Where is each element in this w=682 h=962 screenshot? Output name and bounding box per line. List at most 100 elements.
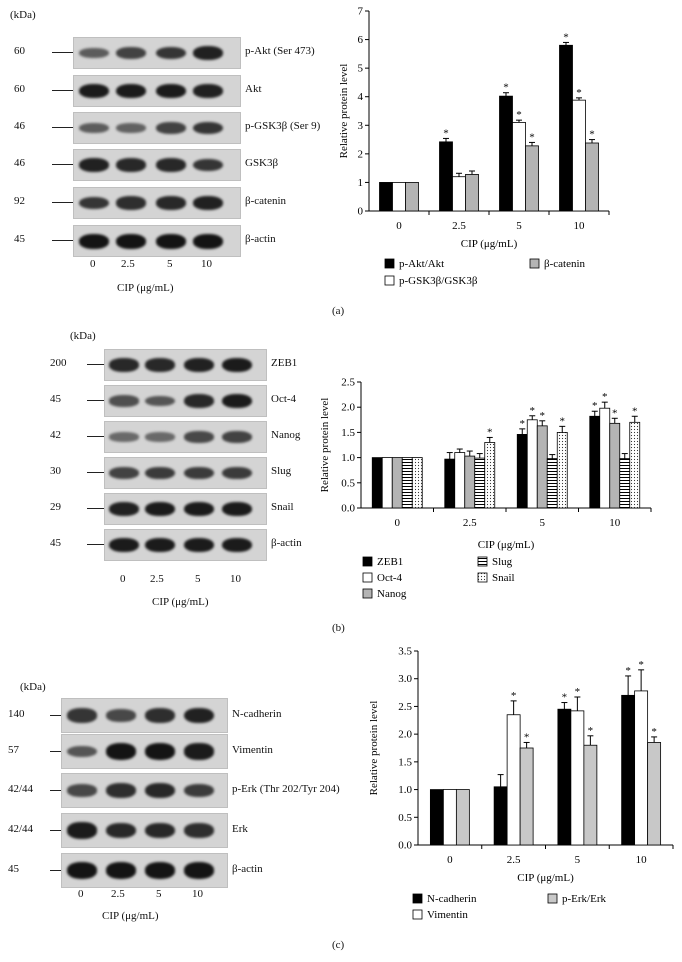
protein-label: p-GSK3β (Ser 9) bbox=[245, 120, 321, 132]
kda-marker bbox=[50, 714, 61, 716]
bar bbox=[455, 789, 470, 846]
y-tick-label: 0.0 bbox=[341, 503, 355, 515]
kda-header: (kDa) bbox=[20, 681, 46, 693]
blot-band bbox=[109, 537, 139, 553]
blot-band bbox=[145, 782, 175, 799]
protein-label: Nanog bbox=[271, 429, 301, 441]
y-tick-label: 6 bbox=[358, 34, 364, 46]
bar bbox=[609, 422, 621, 509]
bar bbox=[599, 407, 611, 509]
blot-band bbox=[184, 537, 214, 553]
blot-strip bbox=[73, 37, 241, 69]
chart-b: 0.0 0.5 1.0 1.5 2.0 2.5 Relative protein level… bbox=[319, 377, 652, 600]
bar bbox=[585, 142, 599, 212]
significance-mark: * bbox=[602, 391, 608, 403]
bar bbox=[526, 419, 538, 509]
significance-mark: * bbox=[529, 131, 535, 143]
blot-band bbox=[67, 745, 97, 758]
bar bbox=[484, 442, 496, 509]
protein-label: Oct-4 bbox=[271, 393, 297, 405]
significance-mark: * bbox=[560, 415, 566, 427]
protein-label: β-actin bbox=[232, 862, 263, 875]
y-tick-label: 1 bbox=[358, 177, 364, 189]
caption-c: (c) bbox=[332, 939, 345, 951]
y-tick-label: 4 bbox=[358, 91, 364, 103]
chart-c: 0.0 0.5 1.0 1.5 2.0 2.5 3.0 3.5 Relative protein… bbox=[368, 646, 674, 921]
bar bbox=[381, 457, 393, 509]
x-tick-label: 10 bbox=[609, 517, 621, 529]
blot-band bbox=[145, 395, 175, 407]
blot-band bbox=[184, 394, 214, 408]
blot-band bbox=[106, 783, 136, 798]
y-tick-label: 1.5 bbox=[341, 427, 355, 439]
blot-band bbox=[145, 743, 175, 760]
bar bbox=[583, 744, 598, 846]
kda-label: 45 bbox=[14, 233, 25, 245]
significance-mark: * bbox=[576, 87, 582, 99]
kda-label: 30 bbox=[50, 465, 61, 477]
significance-mark: * bbox=[516, 109, 522, 121]
blot-band bbox=[193, 195, 223, 211]
legend-label: N-cadherin bbox=[427, 893, 477, 905]
bar bbox=[392, 182, 406, 212]
blot-strip bbox=[104, 529, 267, 561]
blot-band bbox=[145, 358, 175, 372]
blot-band bbox=[193, 121, 223, 135]
blot-band bbox=[79, 122, 109, 134]
significance-mark: * bbox=[563, 31, 569, 43]
y-tick-label: 3.0 bbox=[398, 673, 412, 685]
blot-band bbox=[193, 233, 223, 249]
legend-swatch bbox=[477, 572, 488, 583]
blot-band bbox=[156, 196, 186, 210]
blot-band bbox=[156, 46, 186, 60]
protein-label: p-Akt (Ser 473) bbox=[245, 45, 315, 57]
blot-band bbox=[184, 431, 214, 443]
kda-marker bbox=[52, 240, 73, 241]
kda-marker bbox=[50, 829, 61, 831]
blot-band bbox=[145, 537, 175, 553]
caption-b: (b) bbox=[332, 622, 345, 634]
lane-label: 10 bbox=[201, 258, 212, 270]
kda-label: 60 bbox=[14, 45, 25, 57]
blot-strip bbox=[61, 734, 228, 769]
kda-marker bbox=[52, 164, 73, 165]
blot-band bbox=[156, 158, 186, 172]
lane-label: 0 bbox=[90, 258, 96, 270]
lane-label: 0 bbox=[120, 573, 126, 585]
bar bbox=[512, 122, 526, 212]
bar bbox=[493, 786, 508, 846]
blot-band bbox=[79, 233, 109, 249]
blot-band bbox=[222, 430, 252, 444]
blot-strip bbox=[61, 698, 228, 733]
x-tick-label: 2.5 bbox=[452, 220, 466, 232]
blot-band bbox=[109, 432, 139, 442]
kda-label: 92 bbox=[14, 195, 25, 207]
legend-swatch bbox=[384, 275, 395, 286]
bar bbox=[589, 415, 601, 509]
kda-marker bbox=[52, 202, 73, 203]
y-tick-label: 7 bbox=[358, 6, 364, 18]
blot-strip bbox=[104, 493, 267, 525]
lane-label: 5 bbox=[156, 888, 162, 900]
blot-band bbox=[222, 393, 252, 409]
significance-mark: * bbox=[487, 426, 493, 438]
x-tick-label: 5 bbox=[575, 854, 581, 866]
bar bbox=[405, 182, 419, 212]
legend-swatch bbox=[362, 556, 373, 567]
kda-marker bbox=[87, 436, 104, 437]
protein-label: β-actin bbox=[271, 537, 302, 549]
bar bbox=[444, 458, 456, 509]
blot-band bbox=[184, 783, 214, 798]
protein-label: Snail bbox=[271, 501, 294, 513]
bar bbox=[556, 432, 568, 509]
x-tick-label: 0 bbox=[447, 854, 453, 866]
blot-band bbox=[79, 196, 109, 210]
blot-band bbox=[109, 501, 139, 517]
legend-swatch bbox=[384, 258, 395, 269]
blot-band bbox=[106, 822, 136, 839]
significance-mark: * bbox=[588, 725, 594, 737]
legend-label: p-Akt/Akt bbox=[399, 258, 444, 270]
y-tick-label: 5 bbox=[358, 63, 364, 75]
bar bbox=[474, 457, 486, 509]
significance-mark: * bbox=[562, 692, 568, 704]
